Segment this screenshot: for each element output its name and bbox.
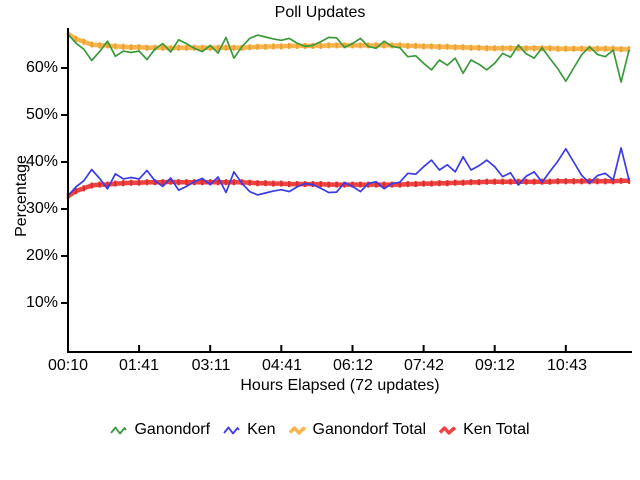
x-tick-label: 00:10: [47, 357, 89, 374]
x-tick-label: 03:11: [191, 357, 231, 374]
legend-label: Ganondorf Total: [312, 421, 427, 438]
legend-item-ken: Ken: [223, 421, 276, 439]
y-axis-title: Percentage: [13, 155, 30, 237]
legend-label: Ganondorf: [134, 421, 211, 438]
y-tick-label: 10%: [25, 294, 58, 311]
line-sample-icon: [439, 425, 457, 435]
x-tick-label: 10:43: [546, 357, 588, 374]
legend-item-ganondorf-total: Ganondorf Total: [288, 421, 427, 439]
chart-legend: Ganondorf Ken Ganondorf Total Ken Total: [0, 419, 640, 441]
y-tick-label: 50%: [25, 106, 58, 123]
x-axis-title: Hours Elapsed (72 updates): [240, 377, 440, 394]
legend-label: Ken: [247, 421, 276, 438]
x-tick-label: 06:12: [332, 357, 374, 374]
line-sample-icon: [223, 426, 240, 434]
y-tick-label: 20%: [25, 247, 58, 264]
line-sample-icon: [110, 426, 128, 434]
legend-item-ken-total: Ken Total: [439, 421, 530, 439]
y-tick-label: 30%: [25, 200, 58, 217]
x-tick-label: 01:41: [118, 357, 160, 374]
x-tick-label: 09:12: [474, 357, 516, 374]
y-tick-label: 60%: [25, 59, 58, 76]
y-tick-label: 40%: [25, 153, 58, 170]
line-sample-icon: [288, 425, 306, 435]
legend-item-ganondorf: Ganondorf: [110, 421, 210, 439]
x-tick-label: 04:41: [261, 357, 303, 374]
chart-title: Poll Updates: [274, 4, 366, 21]
x-tick-label: 07:42: [403, 357, 445, 374]
legend-label: Ken Total: [463, 421, 530, 438]
